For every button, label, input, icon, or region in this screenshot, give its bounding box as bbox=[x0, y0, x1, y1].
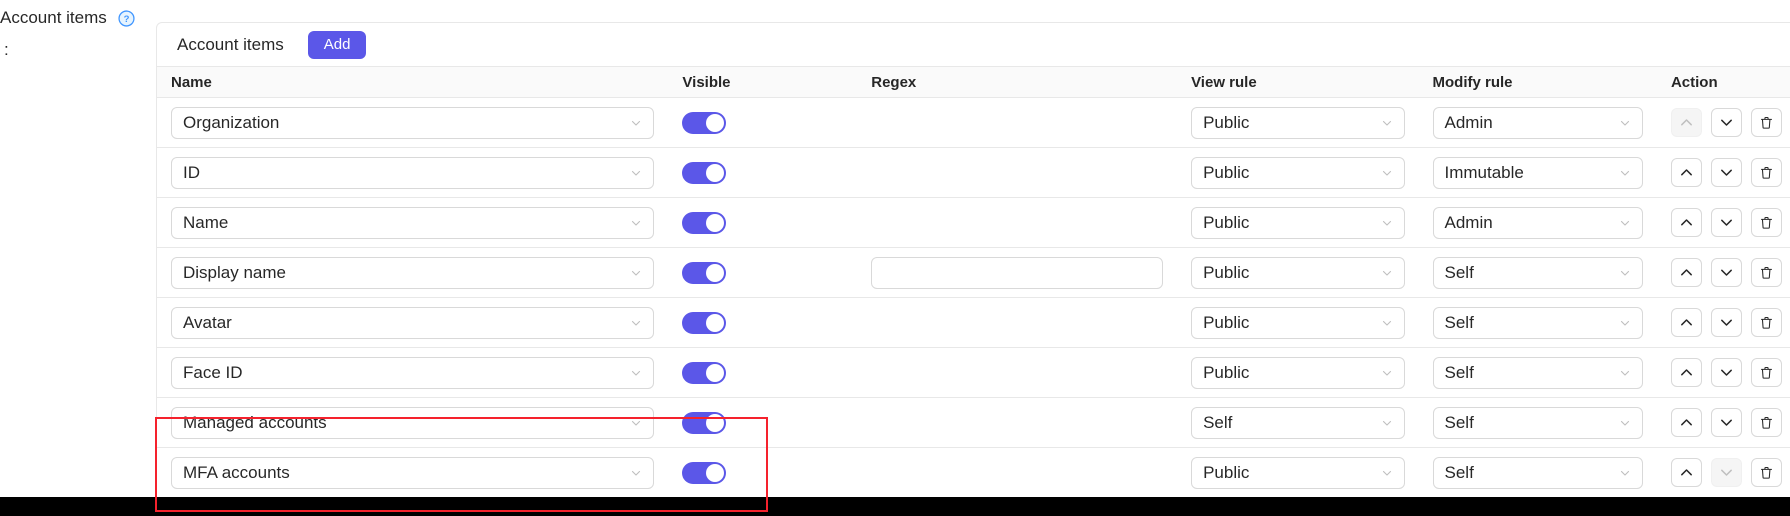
svg-text:?: ? bbox=[123, 14, 129, 25]
